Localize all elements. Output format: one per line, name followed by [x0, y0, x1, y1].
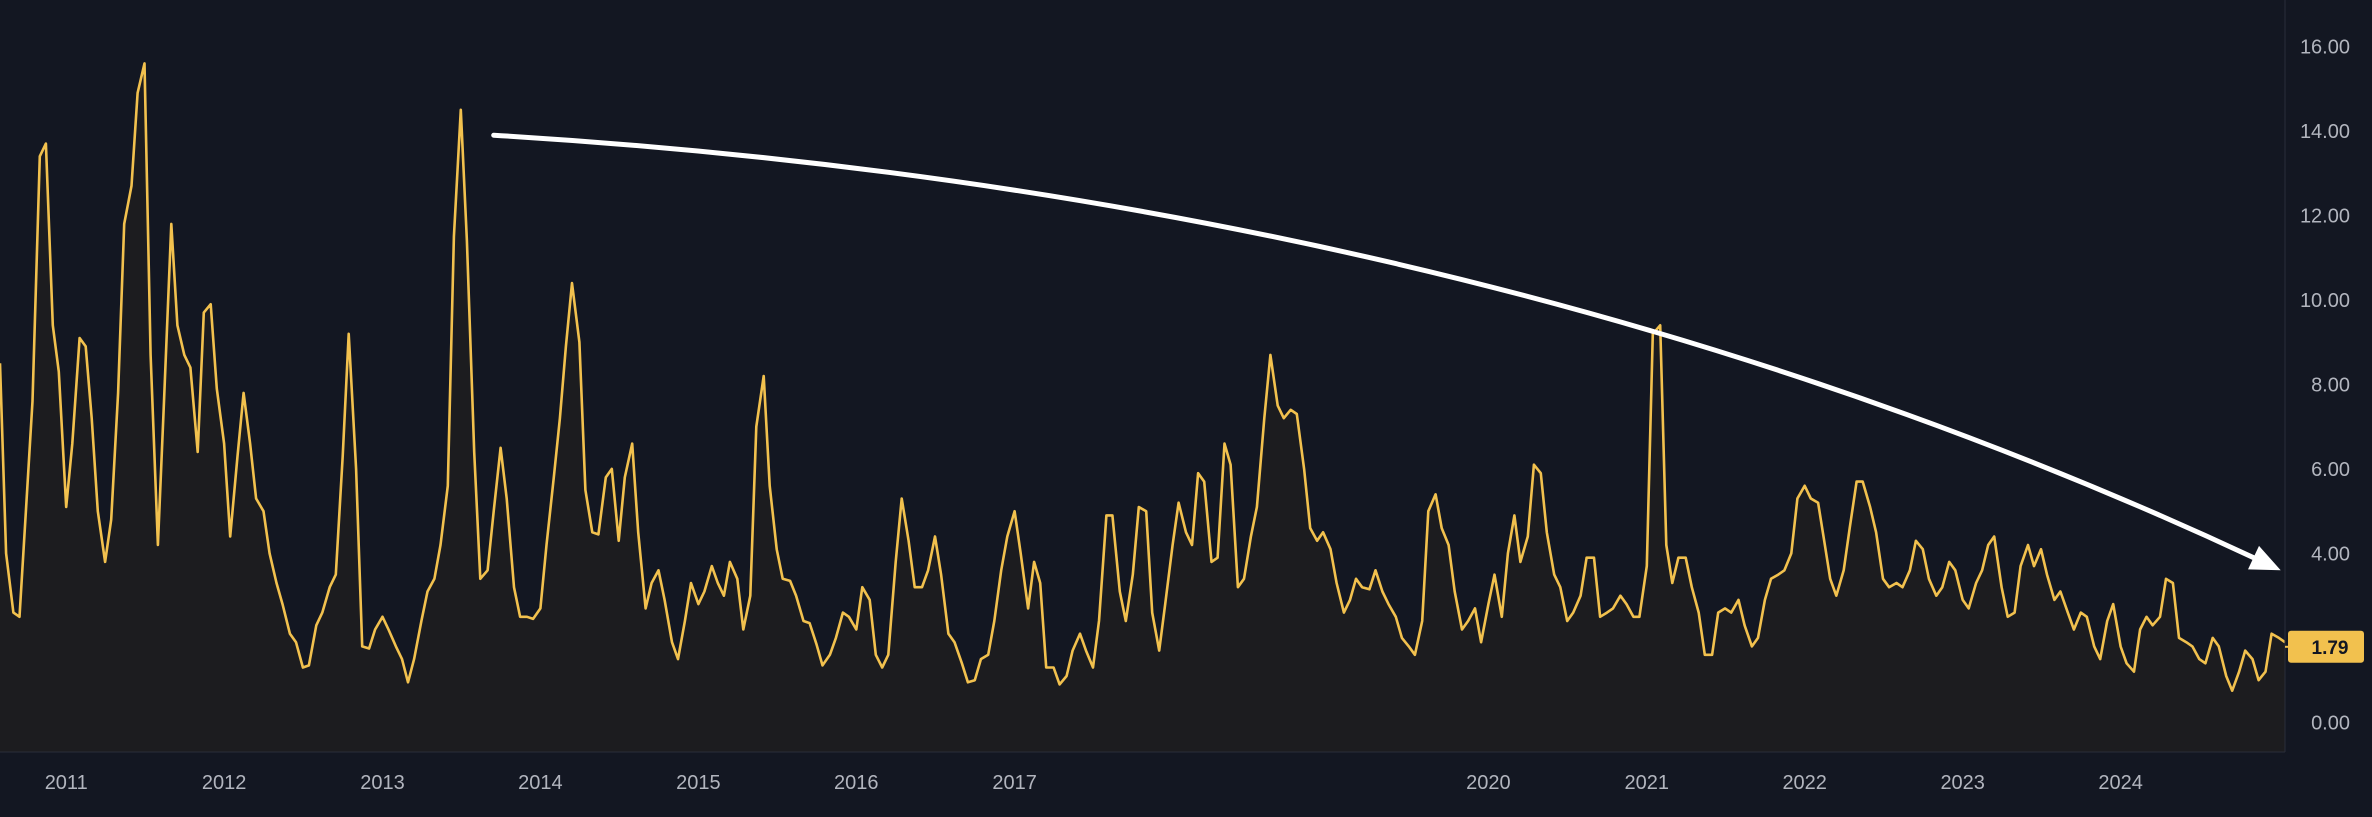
- series-line-layer: [0, 62, 2286, 692]
- x-tick-label: 2017: [992, 772, 1037, 794]
- series-line: [0, 62, 2286, 692]
- last-price-badge-box: [2288, 630, 2364, 663]
- y-tick-label: 6.00: [2311, 459, 2350, 481]
- x-tick-label: 2023: [1940, 772, 1985, 794]
- series-area-fill: [0, 63, 2285, 752]
- x-tick-label: 2021: [1625, 772, 1670, 794]
- x-tick-label: 2022: [1782, 772, 1827, 794]
- x-tick-label: 2016: [834, 772, 879, 794]
- x-tick-label: 2015: [676, 772, 721, 794]
- y-tick-label: 4.00: [2311, 543, 2350, 565]
- y-tick-label: 8.00: [2311, 374, 2350, 396]
- area-fill-layer: [0, 63, 2285, 752]
- y-tick-label: 12.00: [2300, 206, 2350, 228]
- x-tick-label: 2013: [360, 772, 405, 794]
- x-tick-label: 2020: [1466, 772, 1511, 794]
- x-axis-ticks: 2011 2012 2013 2014 2015 2016 2017 2020 2021 2022…: [45, 772, 2143, 794]
- axes-layer: [0, 0, 2286, 753]
- trend-arrow-head: [2248, 545, 2281, 571]
- x-tick-label: 2014: [518, 772, 563, 794]
- y-tick-label: 10.00: [2300, 290, 2350, 312]
- trend-arrow-layer: [491, 132, 2281, 571]
- trend-arrow-shaft: [491, 132, 2256, 561]
- y-tick-label: 14.00: [2300, 121, 2350, 143]
- y-tick-label: 0.00: [2311, 712, 2350, 734]
- x-tick-label: 2012: [202, 772, 247, 794]
- x-tick-label: 2024: [2098, 772, 2143, 794]
- y-tick-label: 16.00: [2300, 37, 2350, 59]
- x-tick-label: 2011: [45, 772, 88, 794]
- last-price-badge: 1.79: [2285, 630, 2364, 663]
- last-price-value: 1.79: [2312, 638, 2349, 659]
